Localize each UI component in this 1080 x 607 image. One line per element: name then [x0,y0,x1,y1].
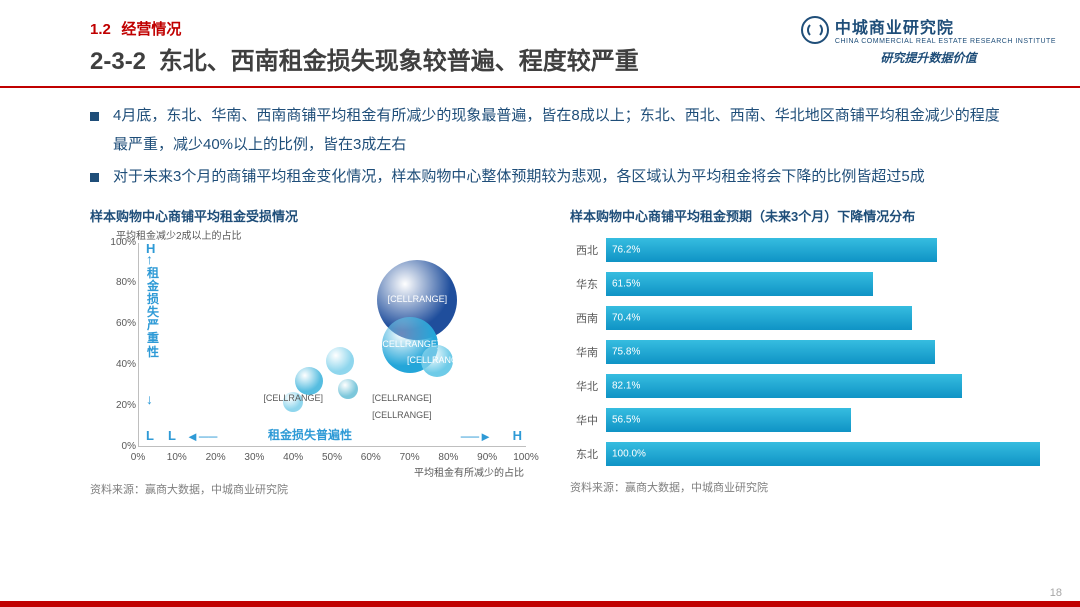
bar-row: 华北82.1% [570,371,1040,401]
section-name: 经营情况 [121,21,181,38]
bullet-item: 对于未来3个月的商铺平均租金变化情况，样本购物中心整体预期较为悲观，各区域认为平… [90,163,1010,192]
arrow-right-icon: ──► [461,429,492,444]
bar-row: 华中56.5% [570,405,1040,435]
page-number: 18 [1050,587,1062,599]
logo-mark-icon [801,16,829,44]
source-left: 资料来源：赢商大数据，中城商业研究院 [90,481,540,497]
bar-row: 东北100.0% [570,439,1040,469]
square-icon [90,112,99,121]
bullet-item: 4月底，东北、华南、西南商铺平均租金有所减少的现象最普遍，皆在8成以上；东北、西… [90,102,1010,159]
arrow-left-icon: ◄── [186,429,217,444]
bubble: [CELLRANGE] [421,345,453,377]
bar-chart: 样本购物中心商铺平均租金预期（未来3个月）下降情况分布 西北76.2%华东61.… [570,206,1040,497]
bar-row: 华东61.5% [570,269,1040,299]
square-icon [90,173,99,182]
section-number: 1.2 [90,21,111,38]
bar-row: 西南70.4% [570,303,1040,333]
arrow-down-icon: ↓ [146,391,153,407]
footer-bar [0,601,1080,607]
bar-row: 西北76.2% [570,235,1040,265]
org-logo: 中城商业研究院 CHINA COMMERCIAL REAL ESTATE RES… [801,14,1056,66]
bar-row: 华南75.8% [570,337,1040,367]
bullet-list: 4月底，东北、华南、西南商铺平均租金有所减少的现象最普遍，皆在8成以上；东北、西… [0,102,1080,206]
slide-header: 1.2 经营情况 2-3-2 东北、西南租金损失现象较普遍、程度较严重 中城商业… [0,0,1080,86]
bubble [326,347,354,375]
bubble-chart: 样本购物中心商铺平均租金受损情况 平均租金减少2成以上的占比 H L L H ↑… [90,206,540,497]
bubble [338,379,358,399]
bubble [295,367,323,395]
source-right: 资料来源：赢商大数据，中城商业研究院 [570,479,1040,495]
arrow-up-icon: ↑ [146,251,153,267]
divider [0,86,1080,88]
